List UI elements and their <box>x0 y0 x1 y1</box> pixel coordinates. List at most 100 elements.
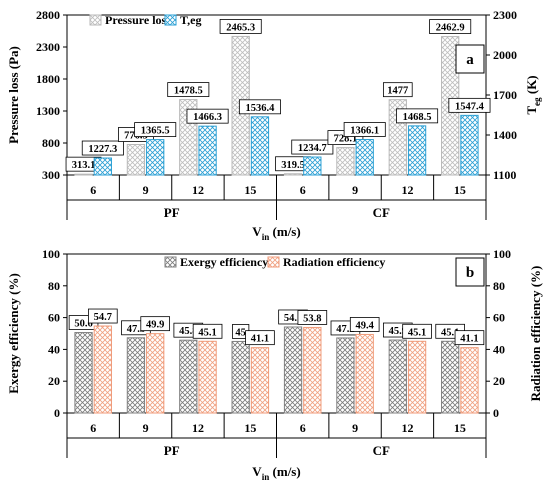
legend-swatch <box>164 256 177 268</box>
bar-series2 <box>198 125 217 176</box>
right-tick-label: 80 <box>493 279 505 293</box>
left-tick-label: 0 <box>54 406 60 420</box>
legend-label: Exergy efficiency <box>180 255 268 269</box>
category-label: 9 <box>143 421 149 435</box>
data-label-box <box>81 140 124 156</box>
panel-label-box <box>455 44 485 74</box>
bar-series2 <box>355 333 374 414</box>
bar-series2 <box>250 347 270 414</box>
data-label-box <box>402 323 432 339</box>
data-label: 1234.7 <box>298 143 327 154</box>
category-label: 9 <box>352 421 358 435</box>
data-label: 41.1 <box>460 334 478 345</box>
data-label: 1477 <box>387 86 408 97</box>
panel-label-box <box>455 257 485 287</box>
legend-swatch <box>164 14 177 26</box>
category-label: 12 <box>401 183 413 197</box>
data-label-box <box>382 82 413 98</box>
data-label-box <box>186 108 229 124</box>
bar-series1 <box>336 337 355 414</box>
left-tick-label: 80 <box>48 279 60 293</box>
left-tick-label: 1800 <box>36 72 60 86</box>
right-tick-label: 1400 <box>493 128 517 142</box>
bar-series1 <box>283 173 303 176</box>
data-label: 1536.4 <box>246 103 276 114</box>
bar-series2 <box>250 116 270 176</box>
data-label-box <box>291 139 334 155</box>
bar-series1 <box>231 340 250 414</box>
data-label: 45.9 <box>389 326 407 337</box>
bar-series2 <box>93 157 112 176</box>
group-label: PF <box>164 443 180 458</box>
bar-series2 <box>146 139 165 176</box>
bar-series1 <box>126 144 146 176</box>
data-label-box <box>396 108 439 124</box>
data-label: 45.1 <box>198 327 216 338</box>
left-tick-label: 1300 <box>36 104 60 118</box>
legend-label: Pressure loss <box>105 13 171 27</box>
category-label: 12 <box>401 421 413 435</box>
legend-swatch <box>267 256 280 268</box>
category-label: 9 <box>352 183 358 197</box>
group-label: CF <box>373 443 390 458</box>
bar-series2 <box>460 114 479 176</box>
left-axis-label: Exergy efficiency (%) <box>6 273 21 394</box>
panel-label: b <box>466 265 474 281</box>
panel-label: a <box>466 52 474 68</box>
data-label: 1365.5 <box>141 126 170 137</box>
left-tick-label: 800 <box>42 136 60 150</box>
category-label: 12 <box>192 421 204 435</box>
data-label: 728.1 <box>334 134 358 145</box>
bar-series2 <box>407 125 427 176</box>
bar-series2 <box>460 347 479 414</box>
bar-series1 <box>283 326 303 414</box>
right-tick-label: 60 <box>493 311 505 325</box>
bar-series2 <box>407 340 427 414</box>
legend-label: T,eg <box>180 13 201 27</box>
left-tick-label: 100 <box>42 247 60 261</box>
x-axis-label: Vin (m/s) <box>252 464 300 482</box>
data-label-box <box>238 99 281 115</box>
legend-label: Radiation efficiency <box>283 255 385 269</box>
category-label: 6 <box>300 421 306 435</box>
data-label-box <box>140 316 171 332</box>
data-label: 319.5 <box>281 160 305 171</box>
data-label: 47.2 <box>336 324 354 335</box>
right-tick-label: 2000 <box>493 48 517 62</box>
data-label: 1478.5 <box>174 86 203 97</box>
bar-series2 <box>146 333 165 414</box>
category-label: 12 <box>192 183 204 197</box>
left-tick-label: 2800 <box>36 8 60 22</box>
data-label-box <box>192 323 223 339</box>
category-label: 6 <box>300 183 306 197</box>
data-label-box <box>448 97 491 113</box>
bar-series2 <box>93 325 112 414</box>
bar-series1 <box>74 173 93 176</box>
right-tick-label: 0 <box>493 406 499 420</box>
data-label-box <box>134 122 177 137</box>
left-tick-label: 60 <box>48 311 60 325</box>
bar-series1 <box>126 337 146 414</box>
category-label: 15 <box>454 421 466 435</box>
bar-series2 <box>355 139 374 176</box>
category-label: 9 <box>143 183 149 197</box>
bar-series1 <box>388 339 407 414</box>
data-label: 45.8 <box>179 326 197 337</box>
data-label: 2462.9 <box>436 23 465 34</box>
data-label: 1547.4 <box>455 101 485 112</box>
data-label: 53.8 <box>303 313 321 324</box>
right-tick-label: 1700 <box>493 88 517 102</box>
data-label: 50.6 <box>74 319 92 330</box>
data-label: 41.1 <box>251 334 269 345</box>
data-label-box <box>454 330 485 346</box>
data-label: 54.7 <box>94 312 112 323</box>
left-tick-label: 2300 <box>36 40 60 54</box>
data-label-box <box>245 330 275 346</box>
right-tick-label: 20 <box>493 374 505 388</box>
right-axis-label: Radiation efficiency (%) <box>528 266 543 402</box>
data-label-box <box>343 122 386 137</box>
data-label-box <box>167 82 210 97</box>
right-axis-label: Teg (K) <box>524 75 542 114</box>
data-label-box <box>88 308 118 324</box>
